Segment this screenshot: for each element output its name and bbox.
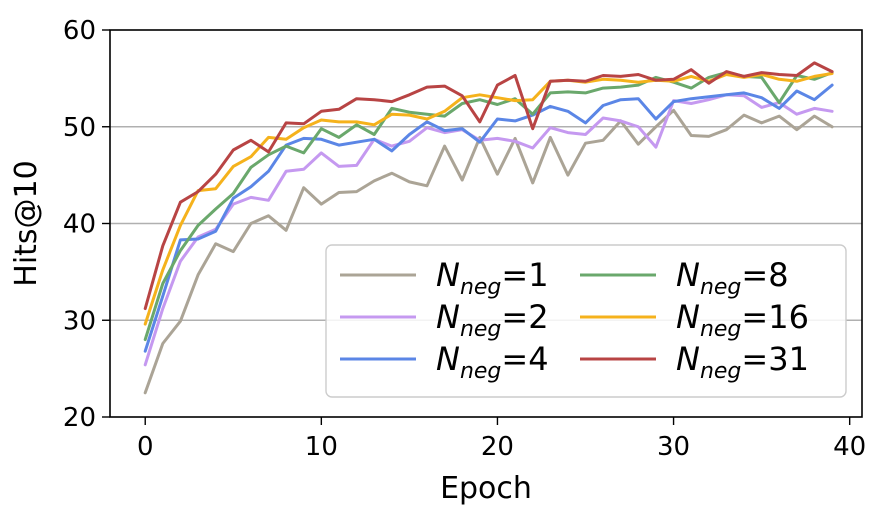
x-tick-label: 0 — [137, 432, 154, 462]
x-tick-label: 10 — [305, 432, 338, 462]
x-tick-label: 30 — [657, 432, 690, 462]
legend-label: Nneg=2 — [436, 298, 549, 342]
series-line — [143, 108, 834, 395]
legend-label: Nneg=4 — [436, 340, 549, 384]
legend-box — [325, 244, 847, 398]
legend-label: Nneg=31 — [676, 340, 809, 384]
legend-label: Nneg=8 — [676, 256, 789, 300]
y-axis-ticks: 20 30 40 50 60 — [63, 16, 110, 433]
x-axis-label: Epoch — [440, 471, 532, 506]
y-tick-label: 30 — [63, 306, 96, 336]
x-tick-label: 20 — [481, 432, 514, 462]
x-tick-label: 40 — [833, 432, 866, 462]
series-lines — [143, 61, 834, 395]
y-axis-label: Hits@10 — [9, 160, 44, 286]
legend-label: Nneg=16 — [676, 298, 809, 342]
x-axis-ticks: 0 10 20 30 40 — [137, 417, 866, 462]
y-tick-label: 60 — [63, 16, 96, 46]
series-line — [143, 83, 834, 353]
y-tick-label: 40 — [63, 210, 96, 240]
series-line — [143, 61, 834, 311]
y-tick-label: 50 — [63, 113, 96, 143]
y-tick-label: 20 — [63, 403, 96, 433]
legend-label: Nneg=1 — [436, 256, 549, 300]
